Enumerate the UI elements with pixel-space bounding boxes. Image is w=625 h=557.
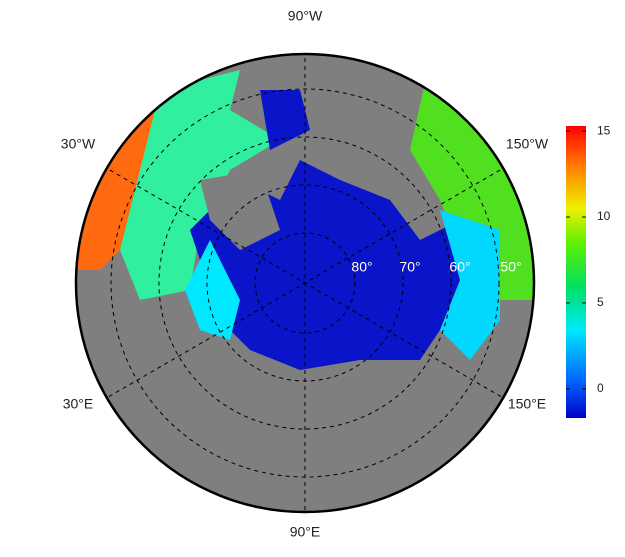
map-border xyxy=(74,52,536,514)
colorbar-tick-label: 5 xyxy=(597,295,604,309)
colorbar-tick-label: 0 xyxy=(597,381,604,395)
colorbar-ticks: 0 5 10 15 xyxy=(566,123,611,395)
parallel-label: 70° xyxy=(399,259,420,275)
ocean-pacific-cool xyxy=(440,210,500,360)
ocean-bay xyxy=(260,90,310,150)
colorbar-tick-label: 10 xyxy=(597,209,611,223)
meridian-label: 150°E xyxy=(508,396,546,412)
parallel-label: 50° xyxy=(500,259,521,275)
colorbar-tick-label: 15 xyxy=(597,123,611,137)
meridian-label: 30°E xyxy=(63,396,94,412)
meridian-label: 150°W xyxy=(506,136,549,152)
meridian-label: 90°W xyxy=(288,8,323,24)
meridian-label: 90°E xyxy=(290,524,321,540)
graticule xyxy=(102,55,508,511)
ocean-cool xyxy=(185,240,240,340)
parallel-label: 60° xyxy=(449,259,470,275)
ocean-mid xyxy=(120,70,280,300)
meridian-label: 30°W xyxy=(61,136,96,152)
greenland xyxy=(200,170,280,250)
colorbar xyxy=(566,126,586,418)
map-disk xyxy=(77,55,533,511)
parallel-label: 80° xyxy=(351,259,372,275)
